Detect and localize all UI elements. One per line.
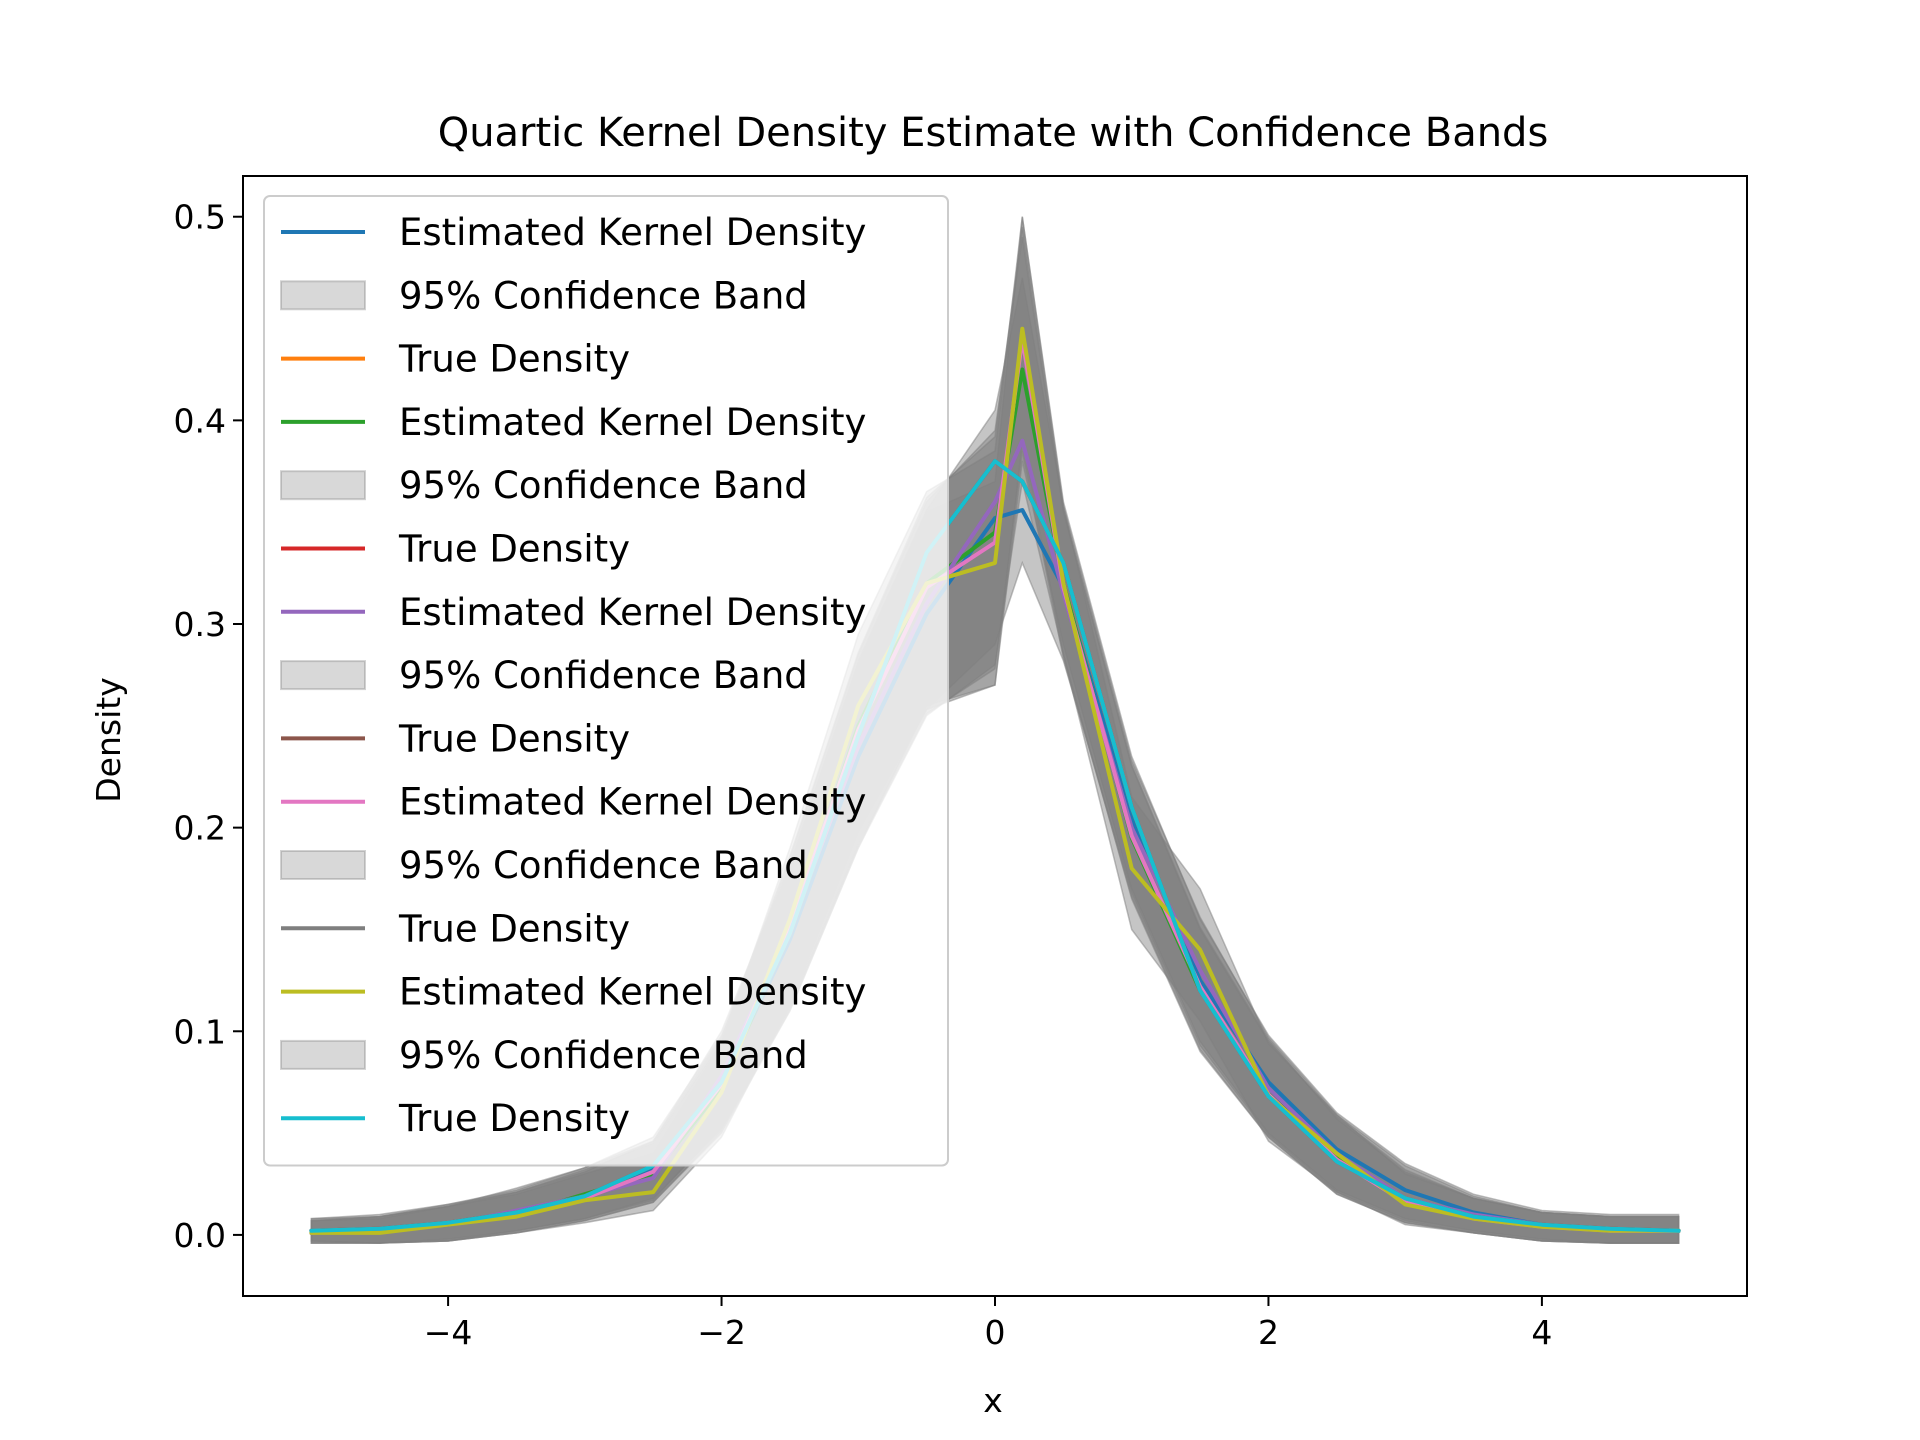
y-tick-label: 0.4	[174, 401, 226, 440]
legend-entry-label: True Density	[398, 717, 630, 760]
legend-swatch-band	[280, 470, 366, 501]
legend-swatch-band	[280, 660, 366, 691]
legend-swatch-band	[280, 1039, 366, 1070]
legend-entry-label: True Density	[398, 528, 630, 571]
legend-entry-label: 95% Confidence Band	[399, 274, 808, 317]
legend-entry-label: 95% Confidence Band	[399, 654, 808, 697]
x-tick-label: −2	[697, 1313, 746, 1352]
x-tick-label: 2	[1258, 1313, 1279, 1352]
axes: −4 −2 0 2 4 0.0 0.1 0.2 0.3 0.4 0.5	[174, 175, 1748, 1352]
legend-swatch-band	[280, 280, 366, 311]
legend-entry-label: 95% Confidence Band	[399, 1034, 808, 1077]
series-line-14	[309, 459, 1681, 1233]
y-tick-label: 0.1	[174, 1012, 226, 1051]
x-tick-label: −4	[424, 1313, 473, 1352]
legend-entry-label: True Density	[398, 907, 630, 950]
legend-entry-label: True Density	[398, 338, 630, 381]
legend-entry-label: Estimated Kernel Density	[399, 211, 866, 254]
legend-entry-label: Estimated Kernel Density	[399, 781, 866, 824]
legend-box	[263, 195, 949, 1167]
legend-entry-label: Estimated Kernel Density	[399, 971, 866, 1014]
legend-swatch-band	[280, 850, 366, 880]
x-tick-label: 4	[1531, 1313, 1552, 1352]
y-tick-label: 0.3	[174, 605, 226, 644]
legend-entry-label: True Density	[398, 1097, 630, 1140]
legend-entry-label: Estimated Kernel Density	[399, 401, 866, 444]
y-axis-label: Density	[89, 677, 128, 802]
legend-entry-label: Estimated Kernel Density	[399, 591, 866, 634]
y-tick-label: 0.2	[174, 809, 226, 848]
legend: Estimated Kernel Density 95% Confidence B…	[263, 195, 949, 1167]
legend-entry-label: 95% Confidence Band	[399, 844, 808, 887]
y-tick-label: 0.5	[174, 198, 226, 237]
series-line-12	[309, 326, 1681, 1235]
chart-title: Quartic Kernel Density Estimate with Con…	[438, 110, 1549, 156]
x-axis-label: x	[983, 1381, 1003, 1420]
y-tick-label: 0.0	[174, 1216, 226, 1255]
density-lines	[309, 326, 1681, 1235]
legend-entry-label: 95% Confidence Band	[399, 464, 808, 507]
x-tick-label: 0	[985, 1313, 1006, 1352]
